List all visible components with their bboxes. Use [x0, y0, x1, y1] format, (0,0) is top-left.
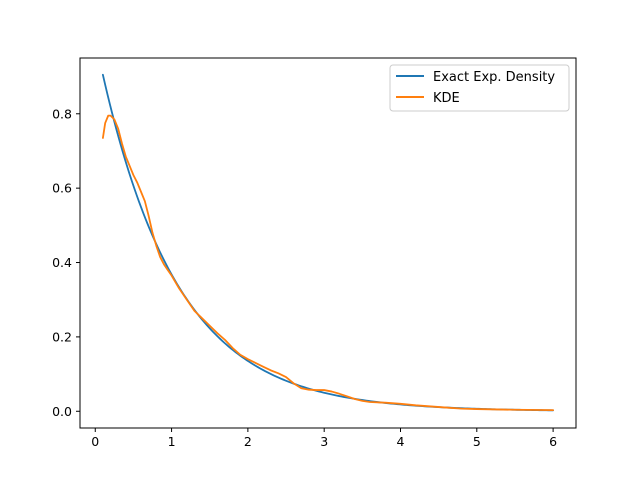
series-layer — [101, 73, 555, 412]
plot-frame — [79, 57, 577, 429]
x-tick-label: 3 — [320, 434, 328, 449]
y-tick-label: 0.2 — [52, 329, 72, 344]
x-tick-label: 0 — [91, 434, 99, 449]
y-tick-label: 0.6 — [52, 181, 72, 196]
y-tick-label: 0.4 — [52, 255, 72, 270]
y-axis: 0.0 0.2 0.4 0.6 0.8 — [52, 106, 80, 419]
y-tick-label: 0.8 — [52, 106, 72, 121]
x-tick-label: 4 — [397, 434, 405, 449]
series-line-kde — [101, 114, 555, 412]
legend: Exact Exp. Density KDE — [389, 64, 570, 112]
legend-box — [389, 64, 570, 112]
x-tick-label: 5 — [473, 434, 481, 449]
legend-label-exact: Exact Exp. Density — [433, 70, 555, 85]
x-tick-label: 2 — [244, 434, 252, 449]
y-tick-label: 0.0 — [52, 404, 72, 419]
legend-label-kde: KDE — [433, 91, 460, 106]
x-axis: 0 1 2 3 4 5 6 — [91, 428, 557, 449]
x-tick-label: 6 — [549, 434, 557, 449]
x-tick-label: 1 — [168, 434, 176, 449]
series-line-exact — [101, 73, 555, 412]
